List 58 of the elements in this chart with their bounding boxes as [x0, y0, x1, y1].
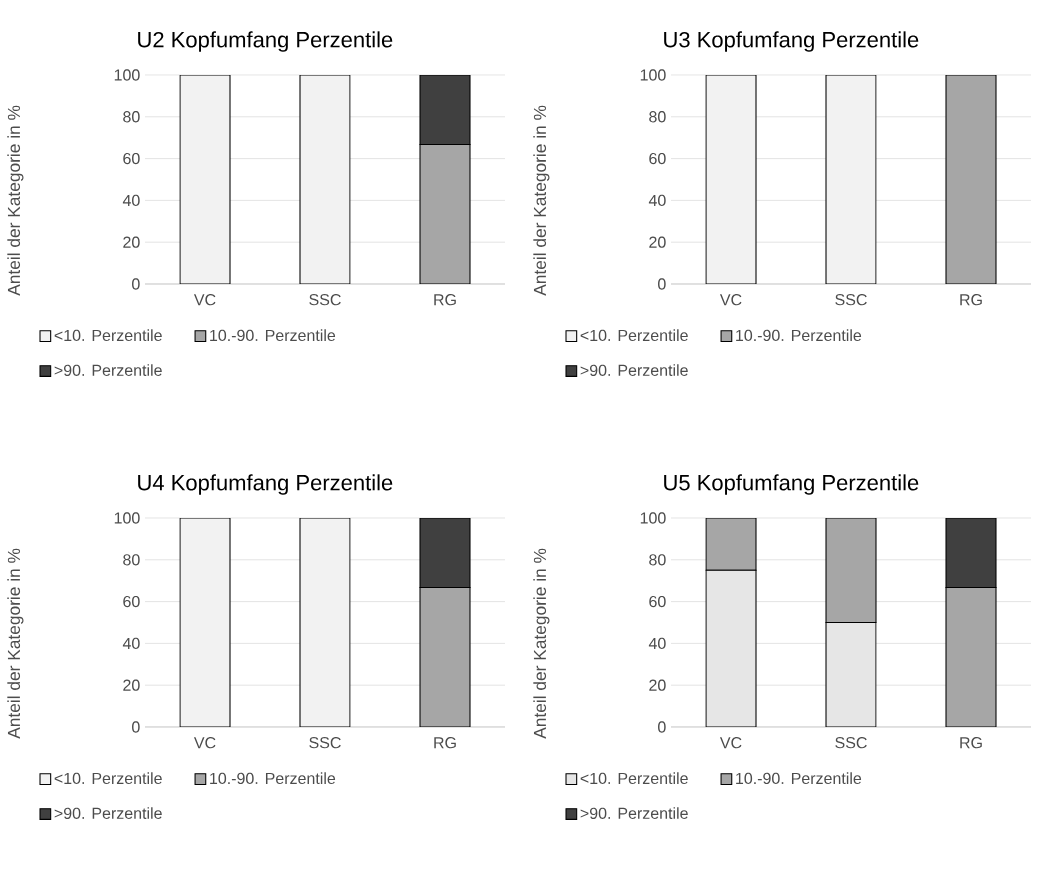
- y-tick-label: 80: [649, 111, 666, 123]
- chart-title: U2 Kopfumfang Perzentile: [138, 31, 393, 52]
- x-tick-label: SSC: [309, 294, 341, 306]
- legend-label: <10. Perzentile: [54, 772, 162, 785]
- x-tick-label: VC: [719, 737, 742, 749]
- chart-title: U4 Kopfumfang Perzentile: [138, 474, 393, 495]
- y-tick-label: 60: [123, 152, 140, 165]
- y-tick-label: 0: [658, 278, 666, 290]
- chart-title: U3 Kopfumfang Perzentile: [664, 31, 919, 52]
- x-tick-label: SSC: [309, 737, 341, 749]
- legend-label: 10.-90. Perzentile: [736, 772, 862, 785]
- y-tick-label: 20: [649, 236, 666, 248]
- y-tick-label: 80: [123, 554, 140, 566]
- y-tick-label: 100: [640, 69, 666, 81]
- y-tick-label: 60: [649, 595, 666, 608]
- bar: [705, 569, 757, 727]
- x-tick-label: RG: [960, 294, 982, 306]
- legend-label: >90. Perzentile: [54, 364, 162, 376]
- x-tick-label: RG: [434, 737, 456, 749]
- y-tick-label: 0: [132, 278, 140, 290]
- y-axis-title: Anteil der Kategorie in %: [7, 548, 24, 739]
- y-axis-title: Anteil der Kategorie in %: [533, 105, 550, 296]
- legend-label: 10.-90. Perzentile: [210, 772, 336, 785]
- y-tick-label: 20: [123, 679, 140, 691]
- y-tick-label: 40: [648, 637, 666, 650]
- y-tick-label: 40: [122, 637, 140, 650]
- y-tick-label: 100: [114, 512, 140, 524]
- y-tick-label: 20: [123, 236, 140, 248]
- y-tick-label: 100: [640, 512, 666, 524]
- y-tick-label: 20: [649, 679, 666, 691]
- legend-label: >90. Perzentile: [580, 364, 688, 376]
- chart-title: U5 Kopfumfang Perzentile: [664, 474, 919, 495]
- y-tick-label: 40: [648, 194, 666, 207]
- y-tick-label: 0: [658, 721, 666, 733]
- x-tick-label: RG: [960, 737, 982, 749]
- legend-label: <10. Perzentile: [580, 329, 688, 342]
- legend-label: 10.-90. Perzentile: [210, 329, 336, 342]
- legend-label: 10.-90. Perzentile: [736, 329, 862, 342]
- x-tick-label: VC: [719, 294, 742, 306]
- y-tick-label: 0: [132, 721, 140, 733]
- y-tick-label: 40: [122, 194, 140, 207]
- y-axis-title: Anteil der Kategorie in %: [533, 548, 550, 739]
- legend-label: <10. Perzentile: [54, 329, 162, 342]
- legend-label: >90. Perzentile: [580, 807, 688, 819]
- x-tick-label: VC: [193, 737, 216, 749]
- y-axis-title: Anteil der Kategorie in %: [7, 105, 24, 296]
- legend-label: <10. Perzentile: [580, 772, 688, 785]
- y-tick-label: 60: [123, 595, 140, 608]
- y-tick-label: 100: [114, 69, 140, 81]
- y-tick-label: 80: [123, 111, 140, 123]
- y-tick-label: 80: [649, 554, 666, 566]
- x-tick-label: RG: [434, 294, 456, 306]
- y-tick-label: 60: [649, 152, 666, 165]
- x-tick-label: SSC: [835, 737, 867, 749]
- bar: [825, 621, 877, 727]
- x-tick-label: SSC: [835, 294, 867, 306]
- x-tick-label: VC: [193, 294, 216, 306]
- legend-label: >90. Perzentile: [54, 807, 162, 819]
